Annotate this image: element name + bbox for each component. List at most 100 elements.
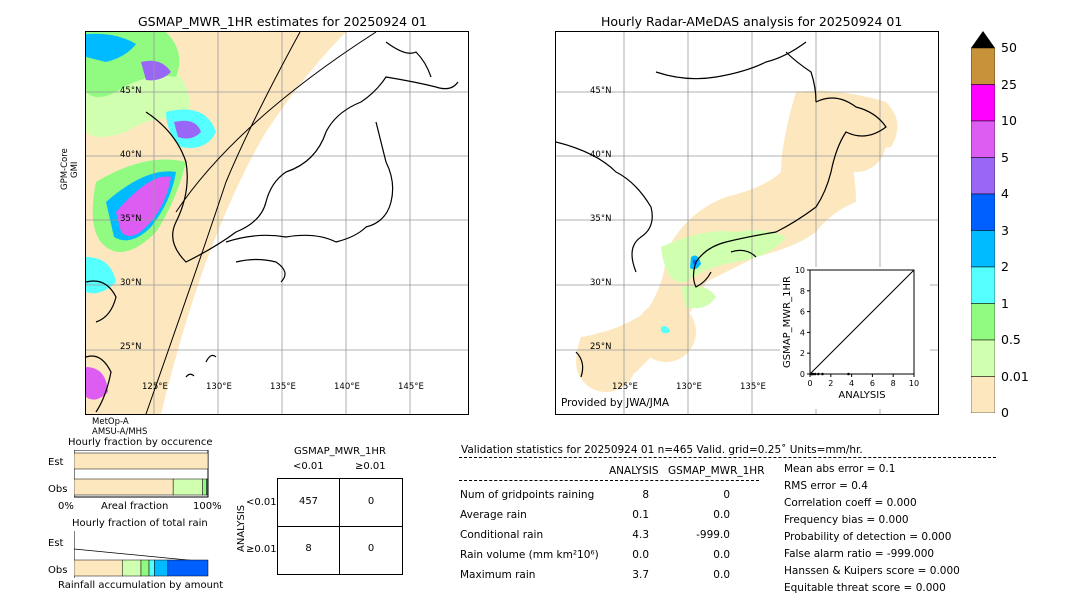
scatter-x-tick-label: 10 bbox=[909, 379, 919, 388]
stat-a-4: 3.7 bbox=[632, 569, 649, 581]
left-lon-label-130: 130°E bbox=[206, 382, 232, 392]
scatter-y-tick-label: 0 bbox=[800, 370, 805, 379]
score-6: Hanssen & Kuipers score = 0.000 bbox=[784, 565, 960, 577]
occ-x-start: 0% bbox=[58, 501, 74, 512]
colorbar-extend-arrow bbox=[971, 31, 995, 48]
contingency-hline bbox=[278, 526, 402, 527]
rain-x-label: Rainfall accumulation by amount bbox=[58, 580, 224, 591]
left-lon-label-140: 140°E bbox=[334, 382, 360, 392]
stat-a-3: 0.0 bbox=[632, 549, 649, 561]
colorbar-segment bbox=[970, 303, 996, 341]
left-map-canvas bbox=[86, 32, 468, 414]
colorbar-segment bbox=[970, 193, 996, 231]
contingency-title: GSMAP_MWR_1HR bbox=[294, 446, 386, 457]
right-lon-label-135: 135°E bbox=[740, 382, 766, 392]
scatter-x-tick-label: 4 bbox=[849, 379, 854, 388]
contingency-table: 457 0 8 0 bbox=[277, 478, 403, 575]
left-lat-label-25: 25°N bbox=[120, 342, 142, 352]
colorbar-label: 4 bbox=[1001, 186, 1009, 201]
scatter-x-tick-label: 6 bbox=[870, 379, 875, 388]
colorbar-label: 0.5 bbox=[1001, 332, 1021, 347]
total-rain-title: Hourly fraction of total rain bbox=[72, 518, 208, 529]
left-map-bottom-label-1: MetOp-A bbox=[92, 417, 129, 427]
colorbar bbox=[970, 31, 996, 414]
right-coastline bbox=[556, 41, 887, 378]
rain-patch-cyan-1 bbox=[86, 33, 136, 62]
rain-segment bbox=[148, 559, 155, 577]
left-lon-label-125: 125°E bbox=[142, 382, 168, 392]
colorbar-segment bbox=[970, 47, 996, 85]
scatter-point bbox=[821, 372, 824, 376]
scatter-y-tick-label: 4 bbox=[800, 328, 805, 337]
right-lon-label-130: 130°E bbox=[676, 382, 702, 392]
scatter-reference-line bbox=[809, 269, 915, 375]
scatter-point bbox=[847, 372, 850, 376]
left-swath-band bbox=[146, 32, 346, 414]
rain-label-est: Est bbox=[48, 538, 64, 549]
scatter-y-tick-label: 10 bbox=[795, 267, 805, 275]
occurrence-segment bbox=[172, 478, 203, 496]
colorbar-label: 50 bbox=[1001, 40, 1017, 55]
score-3: Frequency bias = 0.000 bbox=[784, 514, 909, 526]
occurrence-frame bbox=[74, 450, 209, 498]
contingency-row-2: ≥0.01 bbox=[246, 544, 277, 555]
stat-label-4: Maximum rain bbox=[460, 569, 536, 581]
left-swath-line-1 bbox=[145, 32, 301, 414]
scatter-inset: 0 2 4 6 8 10 0 2 4 6 8 10 ANALYSIS GSMAP_MWR_1HR bbox=[780, 266, 930, 409]
rain-segment bbox=[167, 559, 209, 577]
validation-col-2: GSMAP_MWR_1HR bbox=[668, 465, 765, 477]
rain-label-obs: Obs bbox=[48, 565, 68, 576]
colorbar-label: 5 bbox=[1001, 149, 1009, 165]
rain-patch-magenta-1 bbox=[116, 176, 171, 236]
left-coastline bbox=[86, 41, 459, 413]
stat-b-4: 0.0 bbox=[713, 569, 730, 581]
score-0: Mean abs error = 0.1 bbox=[784, 463, 896, 475]
rain-segment bbox=[74, 559, 123, 577]
cell-1-0: 8 bbox=[305, 543, 312, 554]
scatter-x-label: ANALYSIS bbox=[838, 390, 885, 401]
scatter-y-tick-label: 8 bbox=[800, 287, 805, 296]
occurrence-segment bbox=[202, 478, 207, 496]
occurrence-title: Hourly fraction by occurence bbox=[68, 437, 213, 448]
scatter-x-tick-label: 2 bbox=[828, 379, 833, 388]
cell-1-1: 0 bbox=[367, 543, 375, 554]
colorbar-segment bbox=[970, 157, 996, 195]
right-lat-label-25: 25°N bbox=[590, 342, 612, 352]
stat-label-1: Average rain bbox=[460, 509, 527, 521]
total-rain-chart bbox=[74, 531, 209, 578]
validation-col-1: ANALYSIS bbox=[609, 465, 659, 477]
contingency-col-2: ≥0.01 bbox=[355, 461, 386, 472]
right-map-canvas bbox=[556, 32, 938, 414]
left-map: 45°N 40°N 35°N 30°N 25°N 125°E 130°E 135… bbox=[85, 31, 469, 415]
right-map-title: Hourly Radar-AMeDAS analysis for 2025092… bbox=[601, 14, 903, 29]
colorbar-segment bbox=[970, 266, 996, 304]
rain-patch-purple-2 bbox=[174, 120, 201, 139]
scatter-x-tick-label: 8 bbox=[891, 379, 896, 388]
scatter-point bbox=[817, 372, 820, 376]
occurrence-segment bbox=[206, 478, 209, 496]
scatter-y-label: GSMAP_MWR_1HR bbox=[782, 276, 793, 368]
scatter-y-tick-label: 2 bbox=[800, 349, 805, 358]
colorbar-segment bbox=[970, 84, 996, 122]
occurrence-segment bbox=[74, 478, 174, 496]
score-2: Correlation coeff = 0.000 bbox=[784, 497, 917, 509]
occurrence-chart bbox=[74, 450, 209, 498]
provider-label: Provided by JWA/JMA bbox=[561, 397, 670, 409]
stat-label-3: Rain volume (mm km²10⁶) bbox=[460, 549, 599, 561]
left-swath-line-2 bbox=[175, 32, 377, 213]
right-lat-label-35: 35°N bbox=[590, 214, 612, 224]
occ-x-end: 100% bbox=[193, 501, 222, 512]
right-lon-label-125: 125°E bbox=[612, 382, 638, 392]
cell-0-1: 0 bbox=[367, 496, 375, 507]
colorbar-label: 3 bbox=[1001, 222, 1009, 238]
rain-segment bbox=[121, 559, 142, 577]
right-lat-label-30: 30°N bbox=[590, 278, 612, 288]
left-map-grid bbox=[86, 32, 468, 414]
left-lat-label-45: 45°N bbox=[120, 86, 142, 96]
stat-label-2: Conditional rain bbox=[460, 529, 544, 541]
colorbar-label: 2 bbox=[1001, 259, 1009, 274]
validation-divider-2 bbox=[459, 480, 759, 481]
stat-b-3: 0.0 bbox=[713, 549, 730, 561]
rain-patch-magenta-2 bbox=[86, 367, 108, 400]
rain-patch-purple-1 bbox=[141, 60, 171, 81]
